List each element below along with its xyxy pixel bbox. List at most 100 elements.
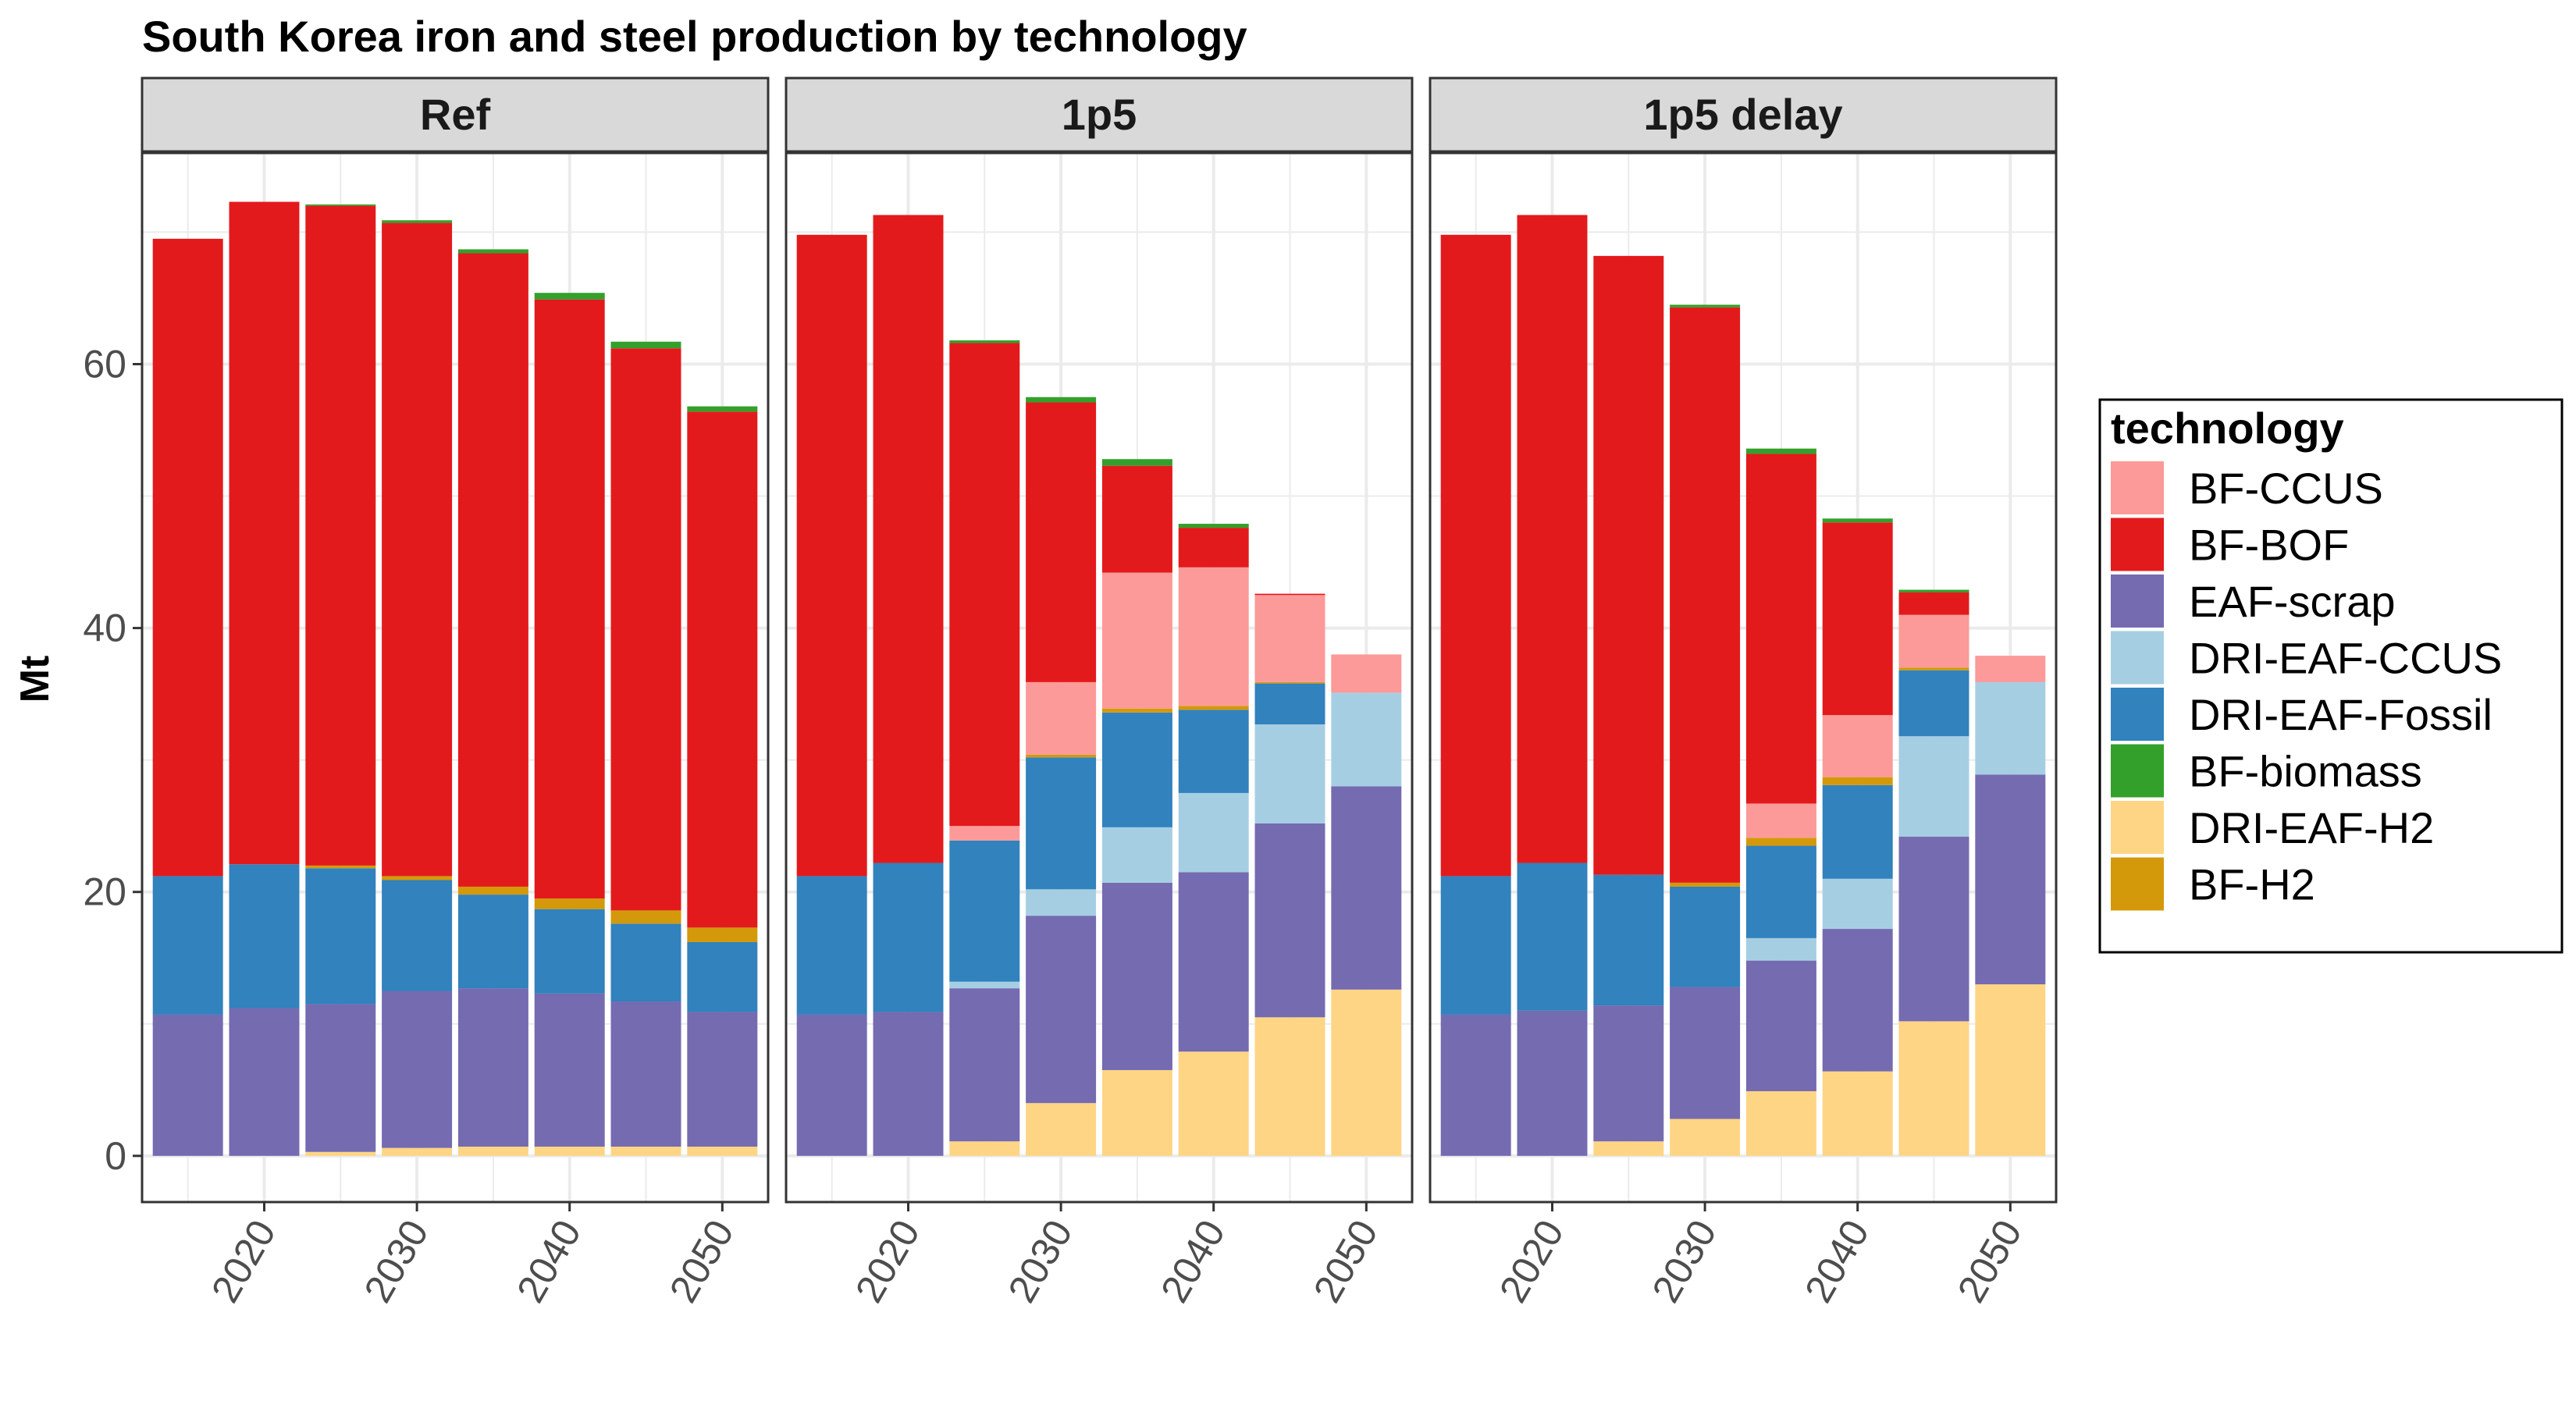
legend-label: DRI-EAF-H2 [2189,803,2434,852]
legend-label: BF-H2 [2189,860,2315,909]
bar-segment-dri-eaf-fossil-2020 [873,863,944,1012]
bar-segment-dri-eaf-fossil-2020 [229,864,300,1008]
bar-segment-dri-eaf-h2-2035 [1101,1069,1172,1156]
bar-segment-bf-biomass-2045 [610,341,681,349]
bar-segment-bf-biomass-2035 [1745,448,1816,454]
bar-segment-eaf-scrap-2030 [382,991,453,1148]
bar-segment-bf-ccus-2030 [1026,681,1097,755]
facet-strip [785,76,1414,153]
bar-segment-bf-bof-2050 [687,411,758,928]
bar-segment-bf-bof-2030 [1026,402,1097,682]
bar-segment-dri-eaf-fossil-2050 [687,941,758,1012]
bar-segment-dri-eaf-ccus-2045 [1254,724,1325,823]
bar-segment-bf-bof-2040 [1822,522,1893,716]
bar-segment-dri-eaf-ccus-2045 [1898,736,1969,837]
bars [796,215,1402,1156]
x-tick-label: 2050 [1305,1213,1386,1310]
bar-segment-bf-ccus-2040 [1822,715,1893,777]
bar-segment-dri-eaf-fossil-2045 [1254,683,1325,725]
bar-segment-bf-ccus-2050 [1975,656,2046,682]
bar-segment-dri-eaf-h2-2025 [1593,1141,1664,1156]
bar-segment-bf-bof-2040 [1178,528,1249,567]
bar-segment-eaf-scrap-2045 [610,1001,681,1147]
x-tick-label: 2020 [847,1213,928,1310]
bar-segment-dri-eaf-h2-2025 [949,1141,1020,1156]
bar-segment-bf-bof-2035 [1101,465,1172,573]
bar-segment-bf-bof-2020 [229,201,300,865]
bar-segment-eaf-scrap-2050 [687,1012,758,1147]
x-tick-label: 2040 [508,1213,589,1310]
bar-segment-bf-h2-2040 [534,898,605,909]
bar-segment-eaf-scrap-2020 [229,1008,300,1156]
bar-segment-dri-eaf-fossil-2040 [534,909,605,994]
x-tick-label: 2040 [1796,1213,1877,1310]
bars [152,201,758,1156]
x-tick-label: 2030 [356,1213,437,1310]
bar-segment-dri-eaf-fossil-2020 [1517,863,1588,1011]
bar-segment-dri-eaf-fossil-2025 [305,868,376,1005]
bar-segment-bf-bof-2030 [382,222,453,877]
facet-label: Ref [420,90,491,139]
bar-segment-dri-eaf-h2-2025 [305,1151,376,1156]
bar-segment-bf-biomass-2050 [687,406,758,412]
bar-segment-dri-eaf-h2-2040 [1178,1051,1249,1156]
bar-segment-bf-bof-2045 [1254,593,1325,596]
bar-segment-bf-biomass-2040 [1178,524,1249,528]
bar-segment-bf-biomass-2040 [1822,518,1893,523]
legend-key [2111,688,2164,741]
bar-segment-dri-eaf-ccus-2050 [1331,692,1402,787]
bar-segment-bf-bof-2040 [534,299,605,899]
bar-segment-eaf-scrap-2015 [796,1014,867,1156]
y-axis-label: Mt [12,656,58,703]
legend-label: BF-CCUS [2189,464,2383,513]
bar-segment-dri-eaf-h2-2045 [1898,1021,1969,1156]
bar-segment-bf-biomass-2040 [534,293,605,300]
bar-segment-dri-eaf-fossil-2030 [1026,757,1097,890]
bar-segment-dri-eaf-ccus-2035 [1745,937,1816,961]
bar-segment-eaf-scrap-2025 [1593,1005,1664,1142]
bar-segment-bf-bof-2020 [1517,215,1588,863]
bar-segment-dri-eaf-ccus-2040 [1178,792,1249,873]
bar-segment-dri-eaf-fossil-2030 [1670,886,1741,987]
facet-strip [141,76,770,153]
x-tick-label: 2040 [1152,1213,1233,1310]
bar-segment-bf-bof-2025 [1593,255,1664,875]
facet-strip [1429,76,2058,153]
bar-segment-dri-eaf-h2-2040 [534,1146,605,1156]
bar-segment-dri-eaf-fossil-2045 [610,923,681,1002]
bar-segment-dri-eaf-fossil-2035 [1101,712,1172,827]
bar-segment-bf-bof-2025 [949,343,1020,827]
bar-segment-dri-eaf-fossil-2015 [796,876,867,1015]
bar-segment-bf-ccus-2025 [949,826,1020,841]
x-tick-label: 2020 [1491,1213,1572,1310]
bar-segment-bf-ccus-2035 [1101,572,1172,709]
legend: technology BF-CCUS BF-BOF EAF-scrap DRI-EAF-… [2098,398,2564,954]
bar-segment-dri-eaf-ccus-2035 [1101,827,1172,883]
bar-segment-bf-bof-2035 [457,253,528,887]
bar-segment-eaf-scrap-2040 [1178,872,1249,1052]
panel-border [1429,151,2058,1204]
bar-segment-dri-eaf-h2-2050 [1331,989,1402,1156]
legend-key [2111,744,2164,798]
bar-segment-dri-eaf-fossil-2015 [1440,876,1511,1015]
panel-border [141,151,770,1204]
bar-segment-bf-biomass-2035 [1101,459,1172,466]
bar-segment-bf-biomass-2030 [1670,304,1741,308]
bar-segment-bf-bof-2015 [796,234,867,877]
bar-segment-dri-eaf-ccus-2040 [1822,878,1893,930]
chart-title: South Korea iron and steel production by… [142,12,1247,61]
bar-segment-bf-h2-2035 [1101,708,1172,713]
bar-segment-bf-h2-2030 [1026,754,1097,758]
facet-label: 1p5 delay [1643,90,1842,139]
bar-segment-bf-h2-2030 [1670,882,1741,887]
bar-segment-dri-eaf-fossil-2045 [1898,670,1969,737]
facet-label: 1p5 [1062,90,1137,139]
bar-segment-bf-h2-2035 [457,886,528,895]
bar-segment-bf-ccus-2045 [1254,595,1325,682]
bar-segment-dri-eaf-fossil-2035 [1745,845,1816,938]
bar-segment-bf-bof-2025 [305,205,376,866]
x-axis: 2020 2030 2040 2050 [847,1202,1386,1310]
bar-segment-eaf-scrap-2050 [1975,774,2046,985]
bar-segment-dri-eaf-fossil-2035 [457,895,528,989]
